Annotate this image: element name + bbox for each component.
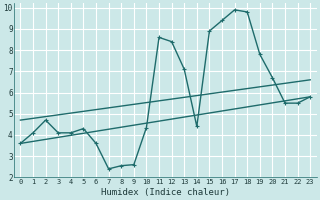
X-axis label: Humidex (Indice chaleur): Humidex (Indice chaleur) [101, 188, 230, 197]
